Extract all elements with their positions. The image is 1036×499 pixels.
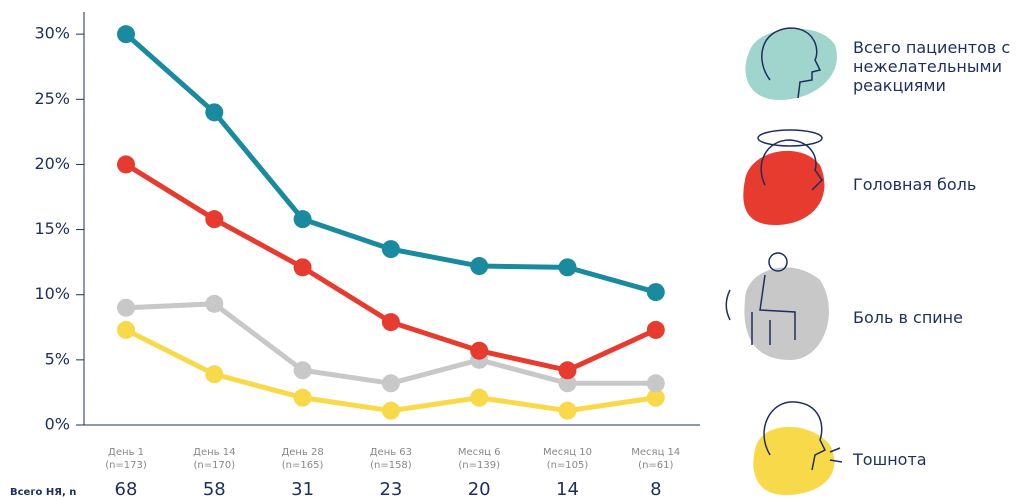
point <box>205 365 224 384</box>
x-tick-label: День 28 <box>281 447 323 458</box>
point <box>558 401 577 420</box>
point <box>205 294 224 313</box>
point <box>117 25 135 44</box>
point <box>470 341 489 360</box>
x-tick-label: День 63 <box>370 447 412 458</box>
point <box>205 210 224 229</box>
y-tick-label: 30% <box>34 24 70 43</box>
legend-label: Головная боль <box>853 175 977 194</box>
point <box>558 374 577 393</box>
legend-icons <box>725 27 843 495</box>
point <box>117 320 135 339</box>
point <box>558 361 577 380</box>
point <box>646 283 665 302</box>
total-value: 23 <box>379 479 402 499</box>
x-tick-note: (n=158) <box>370 460 412 471</box>
total-value: 8 <box>650 479 661 499</box>
point <box>381 240 400 259</box>
x-tick-label: День 14 <box>193 447 235 458</box>
point <box>381 374 400 393</box>
point <box>293 258 312 277</box>
y-tick-label: 0% <box>45 415 70 434</box>
total-value: 68 <box>115 479 138 499</box>
x-tick-note: (n=173) <box>105 460 147 471</box>
point <box>646 374 665 393</box>
point <box>117 298 135 317</box>
x-tick-note: (n=139) <box>458 460 500 471</box>
y-tick-label: 20% <box>34 154 70 173</box>
x-tick-label: Месяц 14 <box>631 447 680 458</box>
totals-label: Всего НЯ, n <box>10 487 76 498</box>
total-value: 31 <box>291 479 314 499</box>
y-tick-label: 15% <box>34 219 70 238</box>
x-tick-note: (n=61) <box>638 460 673 471</box>
point <box>293 361 312 380</box>
x-tick-label: День 1 <box>108 447 144 458</box>
point <box>558 258 577 277</box>
legend-label: Тошнота <box>853 450 927 469</box>
total-value: 14 <box>556 479 579 499</box>
x-tick-note: (n=170) <box>193 460 235 471</box>
point <box>381 401 400 420</box>
y-tick-label: 25% <box>34 89 70 108</box>
point <box>470 257 489 276</box>
x-tick-note: (n=165) <box>282 460 324 471</box>
point <box>293 210 312 229</box>
x-tick-note: (n=105) <box>547 460 589 471</box>
total-value: 58 <box>203 479 226 499</box>
y-tick-label: 10% <box>34 284 70 303</box>
total-value: 20 <box>468 479 491 499</box>
legend-label: Боль в спине <box>853 308 963 327</box>
point <box>205 103 224 122</box>
point <box>646 388 665 407</box>
y-tick-label: 5% <box>45 349 70 368</box>
point <box>646 320 665 339</box>
point <box>293 388 312 407</box>
legend-label: Всего пациентов с нежелательными реакция… <box>853 38 1011 95</box>
x-tick-label: Месяц 6 <box>458 447 501 458</box>
point <box>117 155 135 174</box>
x-tick-label: Месяц 10 <box>543 447 592 458</box>
point <box>470 388 489 407</box>
point <box>381 313 400 332</box>
